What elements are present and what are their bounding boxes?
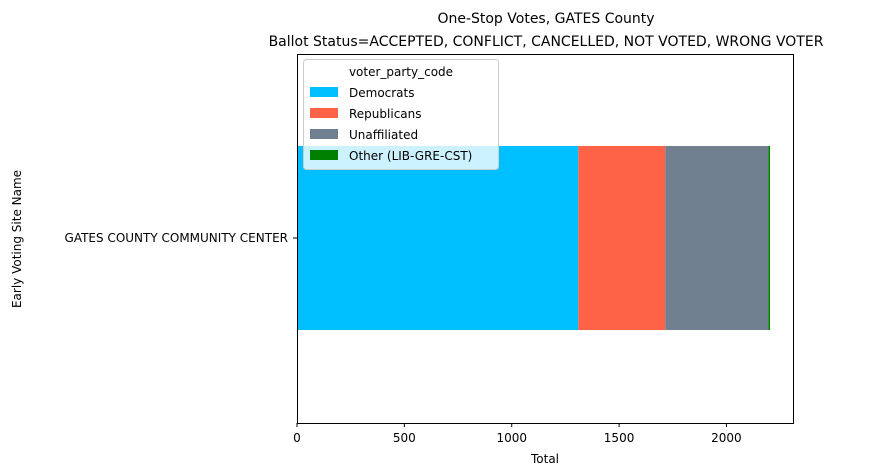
legend-entry-label: Unaffiliated <box>349 128 418 142</box>
legend-swatch <box>310 108 338 118</box>
legend-swatch <box>310 129 338 139</box>
legend-swatch <box>310 87 338 97</box>
bar-group <box>297 146 771 330</box>
y-tick-label: GATES COUNTY COMMUNITY CENTER <box>65 231 288 245</box>
plot-frame <box>297 54 794 424</box>
x-axis-label: Total <box>530 452 559 466</box>
legend-entry-label: Republicans <box>349 107 422 121</box>
x-tick-label: 1500 <box>604 431 635 445</box>
y-axis-label: Early Voting Site Name <box>10 170 24 308</box>
legend-items: Democrats Republicans Unaffiliated Other (L… <box>310 86 472 163</box>
x-tick-label: 500 <box>393 431 416 445</box>
legend-entry-label: Other (LIB-GRE-CST) <box>349 149 472 163</box>
chart-title: One-Stop Votes, GATES County <box>437 11 654 27</box>
legend: voter_party_code Democrats Republicans Una… <box>303 59 499 170</box>
legend-title: voter_party_code <box>349 65 453 79</box>
bar-democrats <box>297 146 579 330</box>
bar-republicans <box>578 146 666 330</box>
x-axis-ticks: 0 500 1000 1500 2000 <box>293 423 742 445</box>
x-tick-label: 0 <box>293 431 301 445</box>
legend-swatch <box>310 150 338 160</box>
chart-subtitle: Ballot Status=ACCEPTED, CONFLICT, CANCEL… <box>269 34 824 50</box>
bar-other-lib-gre-cst- <box>768 146 771 330</box>
bar-unaffiliated <box>665 146 769 330</box>
x-tick-label: 2000 <box>711 431 742 445</box>
y-axis-ticks: GATES COUNTY COMMUNITY CENTER <box>65 231 297 245</box>
x-tick-label: 1000 <box>496 431 527 445</box>
legend-entry-label: Democrats <box>349 86 415 100</box>
legend-box <box>303 59 499 170</box>
